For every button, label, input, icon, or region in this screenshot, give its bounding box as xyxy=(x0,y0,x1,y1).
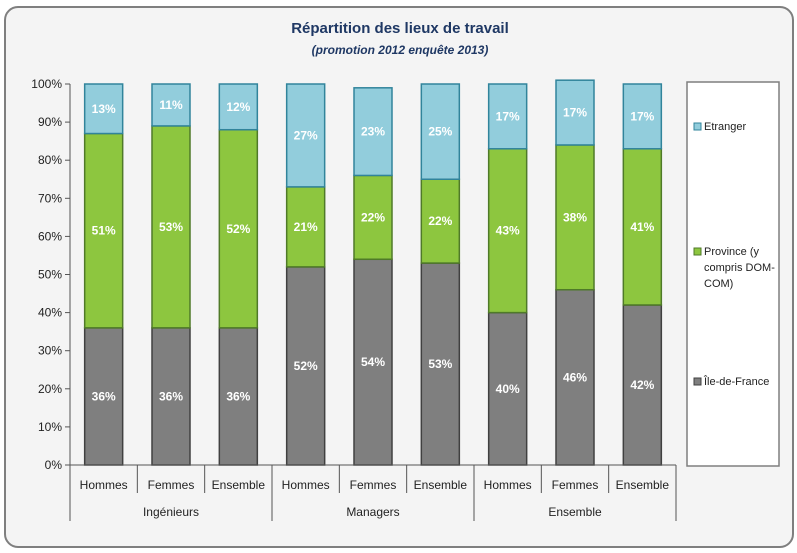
x-category-label: Femmes xyxy=(148,478,195,492)
data-label: 25% xyxy=(428,125,452,139)
x-category-label: Hommes xyxy=(80,478,128,492)
y-tick-label: 70% xyxy=(38,191,62,205)
legend-label: Etranger xyxy=(704,121,747,133)
data-label: 43% xyxy=(496,224,520,238)
y-tick-label: 10% xyxy=(38,420,62,434)
legend-box xyxy=(686,81,780,467)
chart-title: Répartition des lieux de travail xyxy=(291,20,509,37)
bar-segment xyxy=(151,83,191,127)
x-category-label: Femmes xyxy=(552,478,599,492)
data-label: 36% xyxy=(159,389,183,403)
legend-label: Province (y xyxy=(704,246,760,258)
y-tick-label: 20% xyxy=(38,382,62,396)
y-tick-label: 80% xyxy=(38,153,62,167)
x-category-label: Ensemble xyxy=(414,478,468,492)
bar-segment xyxy=(420,262,461,466)
x-category-label: Femmes xyxy=(350,478,397,492)
legend-label: compris DOM- xyxy=(704,262,775,274)
bar-segment xyxy=(218,83,259,131)
data-label: 54% xyxy=(361,355,385,369)
bar-segment xyxy=(487,148,528,314)
bar-segment xyxy=(285,83,326,188)
bar-segment xyxy=(353,174,393,261)
bars: 36% 51% 13% 36% 53% 11% 36% 52% 12% 52% 21% 27% 54% 2… xyxy=(83,79,663,466)
bar-segment xyxy=(555,79,595,146)
data-label: 21% xyxy=(294,220,318,234)
y-tick-label: 50% xyxy=(38,268,62,282)
x-category-label: Ensemble xyxy=(212,478,266,492)
x-group-label: Ensemble xyxy=(548,505,602,519)
data-label: 27% xyxy=(294,128,318,142)
data-label: 42% xyxy=(630,378,654,392)
data-label: 52% xyxy=(226,222,250,236)
data-label: 17% xyxy=(496,109,520,123)
y-axis: 0% 10% 20% 30% 40% 50% 60% 70% 80% 90% 100% xyxy=(31,77,71,472)
data-label: 36% xyxy=(92,389,116,403)
bar-segment xyxy=(555,288,595,466)
chart-frame xyxy=(4,6,794,548)
y-tick-label: 100% xyxy=(31,77,62,91)
data-label: 17% xyxy=(563,106,587,120)
bar-segment xyxy=(622,83,663,150)
data-label: 23% xyxy=(361,125,385,139)
data-label: 40% xyxy=(496,382,520,396)
x-category-label: Hommes xyxy=(282,478,330,492)
y-tick-label: 30% xyxy=(38,344,62,358)
bar-segment xyxy=(285,266,326,466)
x-group-label: Managers xyxy=(346,505,399,519)
bar-segment xyxy=(151,125,191,329)
legend-swatch xyxy=(693,377,702,386)
y-tick-label: 0% xyxy=(45,458,63,472)
data-label: 53% xyxy=(428,357,452,371)
y-tick-label: 40% xyxy=(38,306,62,320)
legend-label: COM) xyxy=(704,278,733,290)
legend-swatch xyxy=(693,122,702,131)
bar-segment xyxy=(487,83,528,150)
legend-swatch xyxy=(693,247,702,256)
x-category-label: Hommes xyxy=(484,478,532,492)
data-label: 22% xyxy=(428,214,452,228)
data-label: 53% xyxy=(159,220,183,234)
data-label: 38% xyxy=(563,210,587,224)
data-label: 52% xyxy=(294,359,318,373)
data-label: 46% xyxy=(563,370,587,384)
bar-segment xyxy=(420,83,461,180)
chart-subtitle: (promotion 2012 enquête 2013) xyxy=(312,43,489,57)
data-label: 17% xyxy=(630,109,654,123)
bar-segment xyxy=(285,186,326,268)
data-label: 12% xyxy=(226,100,250,114)
data-label: 36% xyxy=(226,389,250,403)
bar-segment xyxy=(622,148,663,306)
data-label: 13% xyxy=(92,102,116,116)
data-label: 41% xyxy=(630,220,654,234)
y-tick-label: 90% xyxy=(38,115,62,129)
data-label: 22% xyxy=(361,210,385,224)
legend-label: Île-de-France xyxy=(703,375,769,388)
x-axis: Hommes Femmes Ensemble Hommes Femmes Ensemble… xyxy=(69,464,677,521)
x-category-label: Ensemble xyxy=(616,478,670,492)
bar-segment xyxy=(420,178,461,264)
bar-segment xyxy=(83,83,124,135)
bar-segment xyxy=(555,144,595,291)
bar-segment xyxy=(622,304,663,466)
bar-segment xyxy=(353,87,393,177)
y-tick-label: 60% xyxy=(38,229,62,243)
data-label: 11% xyxy=(159,98,183,112)
data-label: 51% xyxy=(92,224,116,238)
legend: Etranger Province (y compris DOM- COM) Île-d… xyxy=(686,81,780,467)
x-group-label: Ingénieurs xyxy=(143,505,199,519)
